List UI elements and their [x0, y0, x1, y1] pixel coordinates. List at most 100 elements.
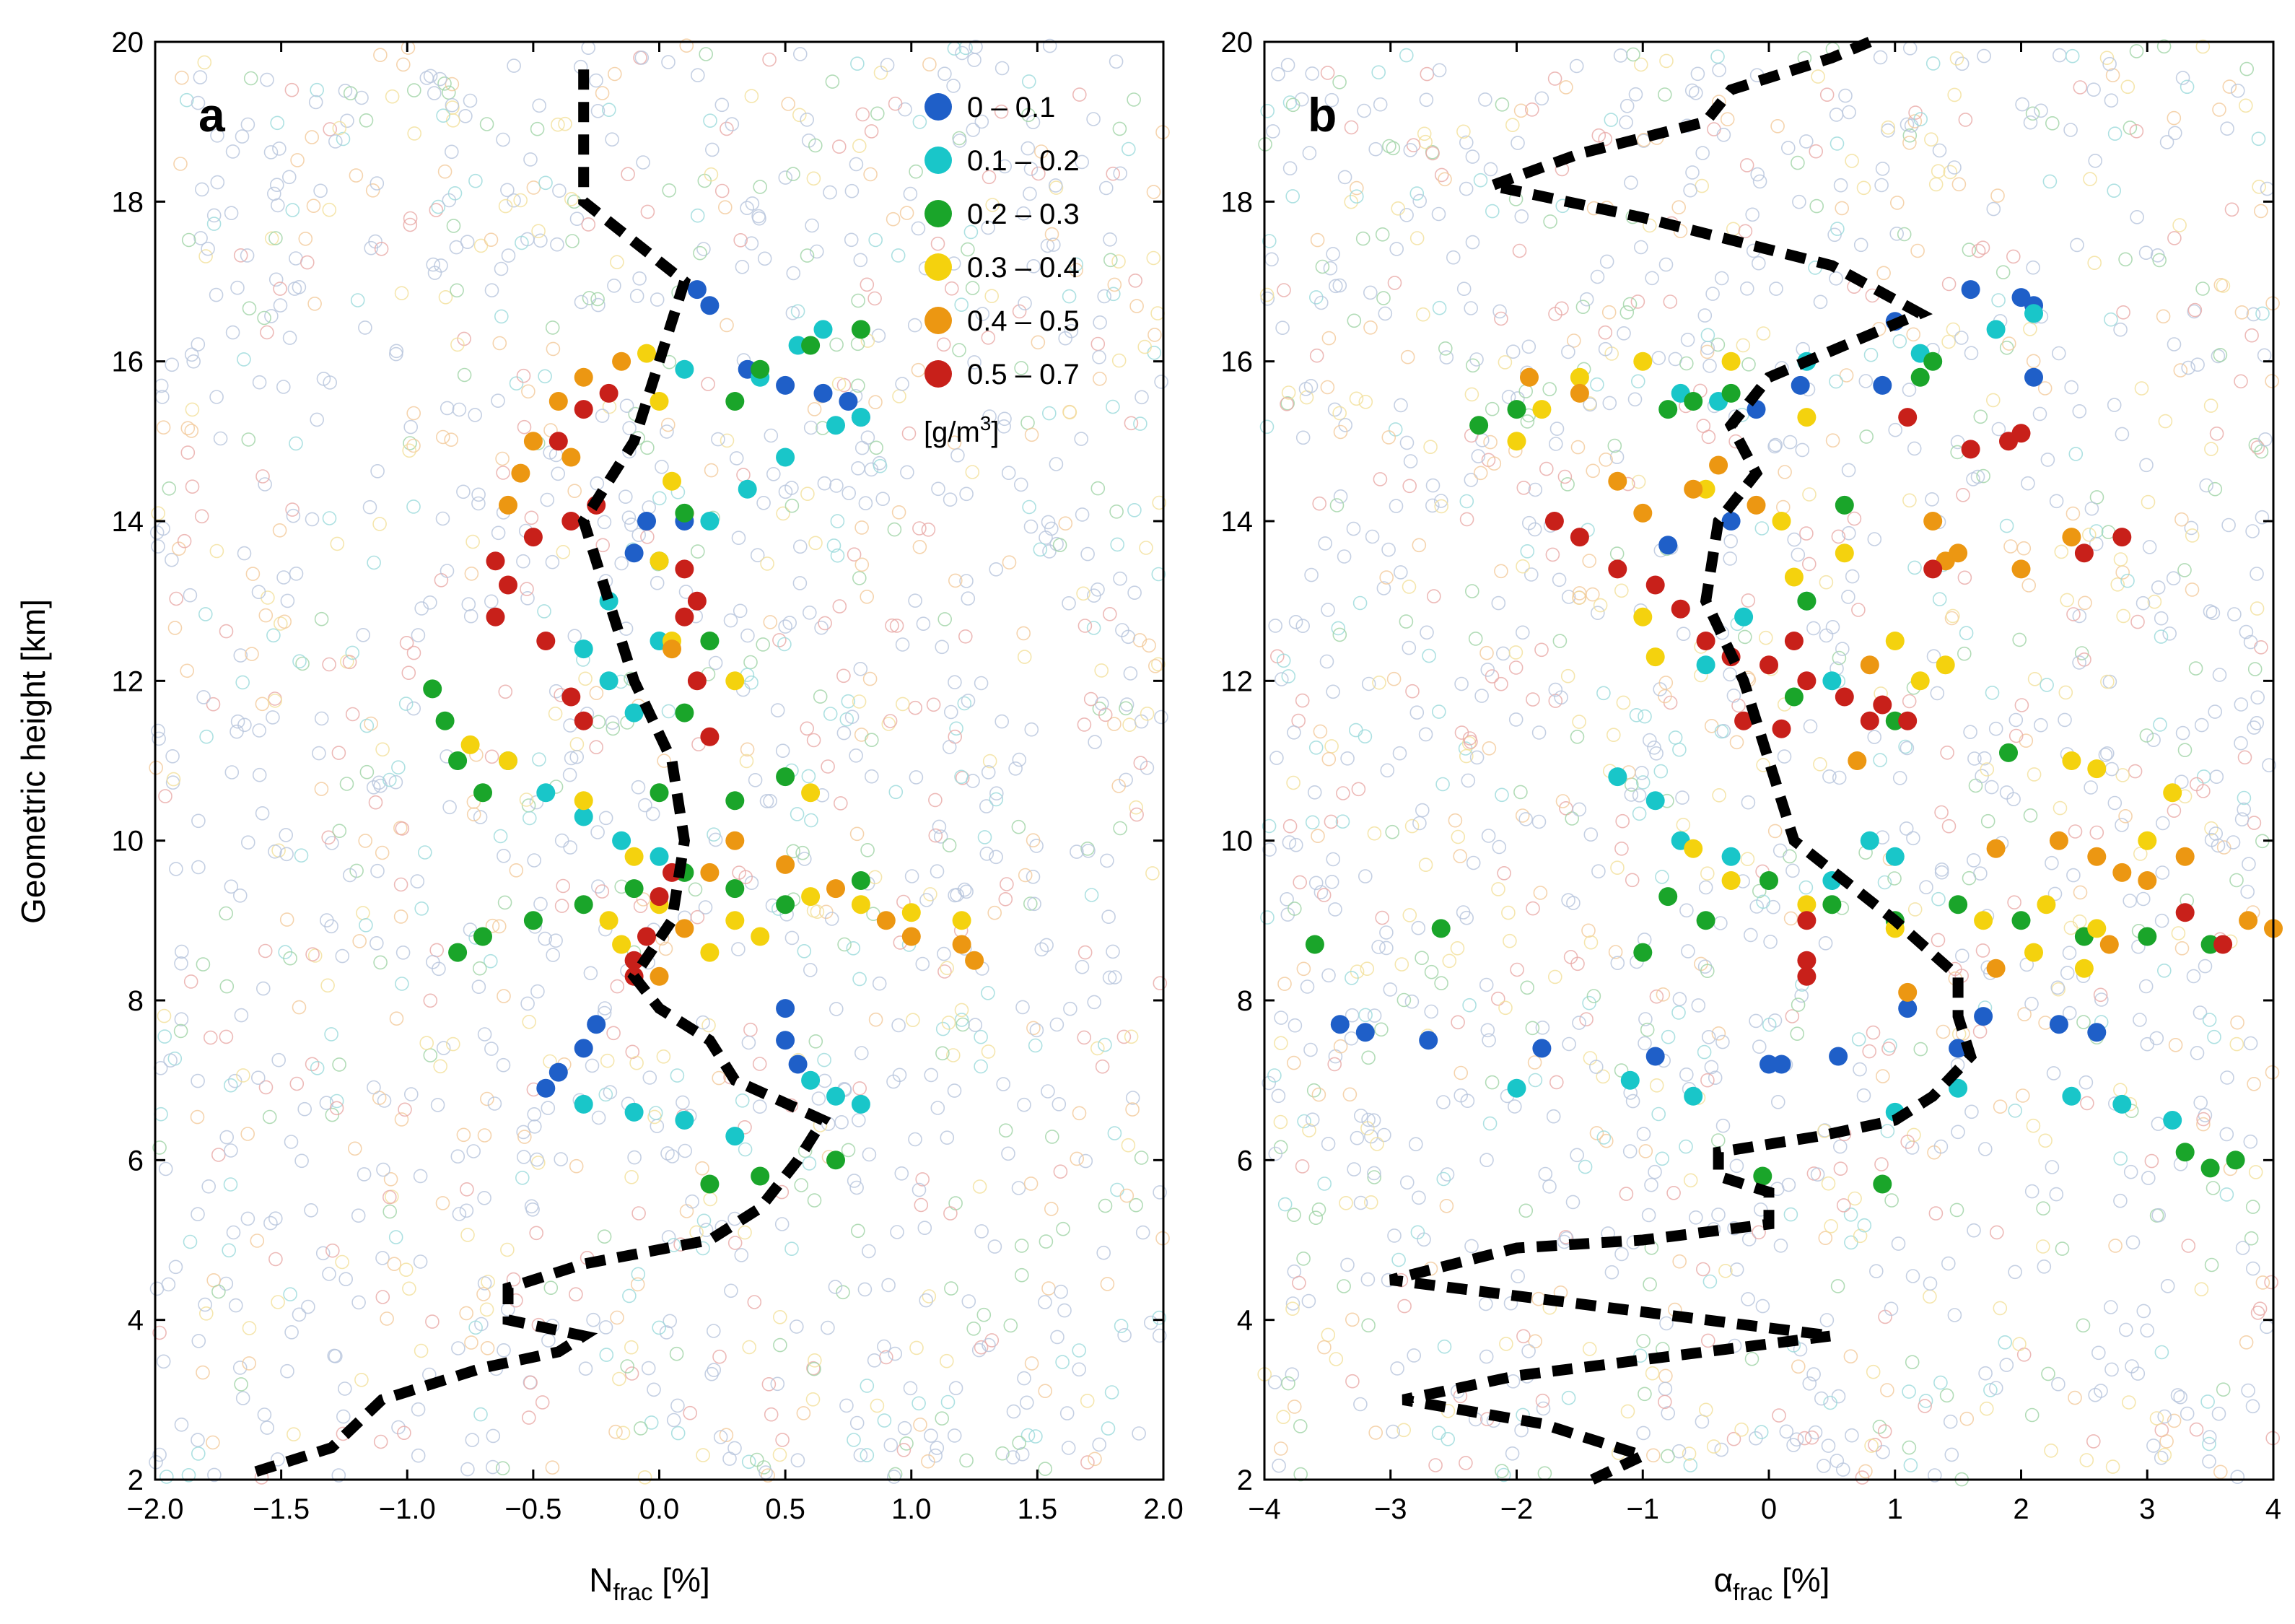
data-point: [700, 632, 719, 650]
figure: −2.0 −1.5 −1.0 −0.5 0.0 0.5 1.0 1.5 2.0 24681012…: [0, 0, 2295, 1624]
data-point: [2062, 751, 2081, 770]
data-point: [2087, 1023, 2106, 1042]
data-point: [1974, 1007, 1993, 1026]
panel-b-x-axis-title-subscript: frac: [1733, 1579, 1772, 1605]
data-point: [1962, 440, 1980, 458]
y-tick-label: 14: [112, 506, 144, 538]
data-point: [852, 1095, 870, 1114]
data-point: [902, 927, 921, 946]
x-tick-label: 4: [2265, 1493, 2281, 1525]
data-point: [1633, 943, 1652, 962]
legend-marker-5: [924, 360, 952, 388]
data-point: [549, 1063, 568, 1082]
data-point: [2012, 424, 2031, 442]
y-tick-label: 4: [1237, 1305, 1253, 1337]
data-point: [612, 352, 631, 371]
y-axis-title: Geometric height [km]: [14, 599, 52, 924]
data-point: [625, 1103, 644, 1122]
y-tick-label: 20: [1221, 27, 1254, 58]
data-point: [700, 728, 719, 746]
data-point: [1785, 632, 1804, 650]
data-point: [852, 408, 870, 427]
data-point: [1532, 1039, 1551, 1057]
data-point: [1508, 432, 1526, 450]
y-tick-label: 4: [128, 1305, 144, 1337]
data-point: [1923, 559, 1942, 578]
data-point: [574, 1095, 593, 1114]
data-point: [965, 951, 984, 970]
data-point: [1936, 655, 1955, 674]
data-point: [637, 512, 656, 531]
data-point: [1785, 568, 1804, 587]
legend-marker-0: [924, 93, 952, 121]
data-point: [826, 1151, 845, 1169]
data-point: [663, 472, 681, 491]
y-tick-label: 12: [112, 665, 144, 697]
data-point: [524, 528, 543, 546]
data-point: [1923, 512, 1942, 531]
data-point: [423, 679, 442, 698]
data-point: [1697, 911, 1715, 930]
x-tick-label: 2: [2013, 1493, 2029, 1525]
data-point: [1873, 376, 1892, 395]
data-point: [700, 1175, 719, 1194]
data-point: [725, 671, 744, 690]
data-point: [1532, 400, 1551, 419]
data-point: [574, 895, 593, 914]
panel-b-x-axis-title-main: α: [1714, 1561, 1734, 1599]
data-point: [2176, 1143, 2195, 1161]
x-tick-label: −1.0: [379, 1493, 436, 1525]
data-point: [448, 751, 467, 770]
data-point: [776, 767, 795, 786]
x-tick-label: −2.0: [127, 1493, 184, 1525]
legend-marker-2: [924, 200, 952, 227]
panel-a-x-axis-title-main: N: [589, 1561, 613, 1599]
y-tick-label: 18: [1221, 186, 1254, 218]
data-point: [953, 935, 971, 954]
data-point: [2100, 935, 2119, 954]
data-point: [1722, 512, 1741, 531]
y-tick-label: 18: [112, 186, 144, 218]
data-point: [801, 336, 820, 355]
data-point: [1911, 671, 1930, 690]
data-point: [1760, 1055, 1778, 1074]
y-tick-label: 20: [112, 27, 144, 58]
data-point: [1753, 1167, 1772, 1186]
data-point: [826, 879, 845, 898]
x-tick-label: 0.5: [765, 1493, 805, 1525]
y-tick-label: 12: [1221, 665, 1254, 697]
data-point: [814, 320, 833, 339]
data-point: [1760, 655, 1778, 674]
x-tick-label: −1.5: [253, 1493, 310, 1525]
data-point: [700, 512, 719, 531]
data-point: [1949, 543, 1967, 562]
data-point: [2176, 903, 2195, 922]
data-point: [2176, 847, 2195, 866]
y-tick-label: 14: [1221, 506, 1254, 538]
data-point: [1469, 416, 1488, 435]
data-point: [499, 576, 517, 595]
data-point: [2138, 927, 2156, 946]
data-point: [2037, 895, 2055, 914]
data-point: [1848, 751, 1866, 770]
data-point: [1658, 887, 1677, 906]
data-point: [1898, 999, 1917, 1018]
x-tick-label: −1: [1626, 1493, 1659, 1525]
data-point: [1709, 456, 1728, 475]
data-point: [1508, 1079, 1526, 1098]
data-point: [1684, 1087, 1702, 1106]
y-tick-label: 2: [1237, 1464, 1253, 1496]
data-point: [1772, 720, 1791, 738]
x-tick-label: −0.5: [504, 1493, 561, 1525]
data-point: [1570, 368, 1589, 387]
data-point: [1987, 320, 2006, 339]
data-point: [725, 392, 744, 411]
data-point: [574, 791, 593, 810]
data-point: [650, 783, 669, 802]
data-point: [1658, 400, 1677, 419]
data-point: [2062, 528, 2081, 546]
data-point: [1684, 392, 1702, 411]
panel-b-x-axis-title-unit: [%]: [1772, 1561, 1830, 1599]
data-point: [1621, 1071, 1640, 1090]
data-point: [1633, 352, 1652, 371]
